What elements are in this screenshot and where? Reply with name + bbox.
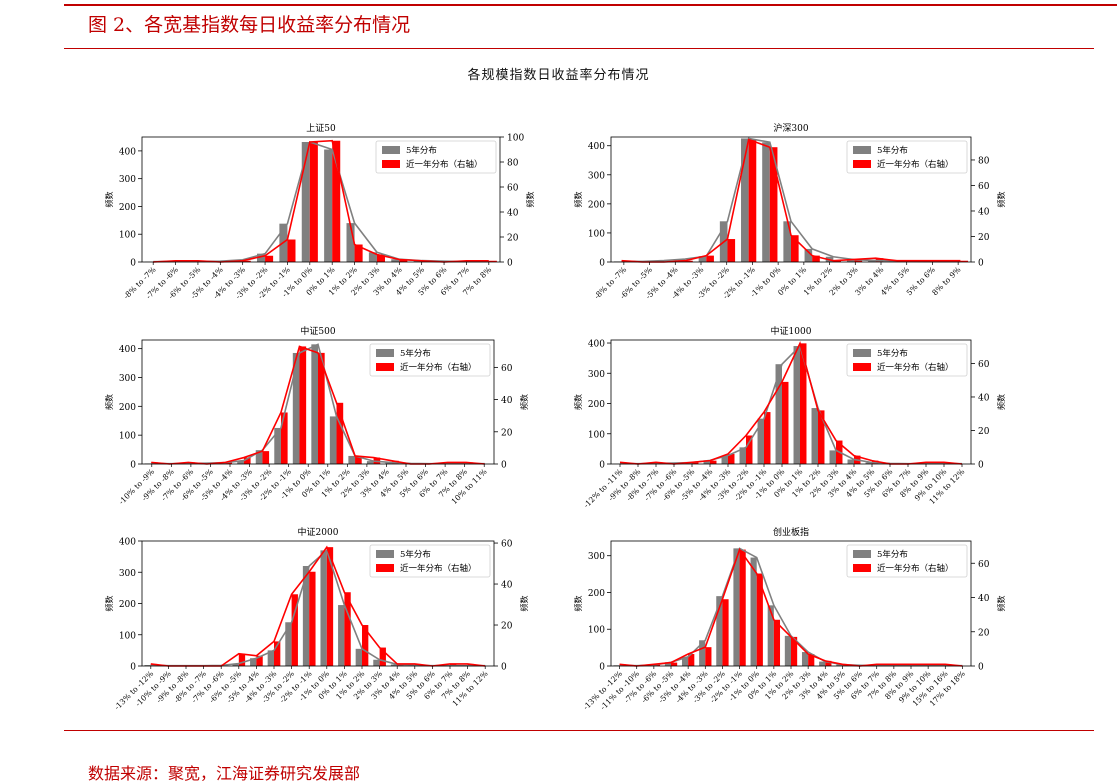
bar-recent-year xyxy=(722,599,728,666)
y-tick-label: 100 xyxy=(588,626,605,636)
y-tick-label: 300 xyxy=(588,552,605,562)
legend-swatch-five-year xyxy=(853,550,871,558)
footer-rule xyxy=(64,730,1094,731)
bar-five-year xyxy=(785,636,791,666)
bar-recent-year xyxy=(705,647,711,666)
y2-tick-label: 40 xyxy=(978,594,990,604)
legend-swatch-recent-year xyxy=(853,564,871,572)
bar-five-year xyxy=(751,558,757,666)
y-tick-label: 0 xyxy=(599,663,605,673)
y2-tick-label: 20 xyxy=(978,628,990,638)
bar-recent-year xyxy=(740,550,746,666)
y-axis-label: 频数 xyxy=(573,596,583,612)
chart-title: 创业板指 xyxy=(773,526,809,538)
bar-recent-year xyxy=(774,620,780,666)
legend-label-five-year: 5年分布 xyxy=(877,549,908,560)
bar-five-year xyxy=(768,605,774,666)
data-source: 数据来源：聚宽，江海证券研究发展部 xyxy=(88,760,360,784)
bar-five-year xyxy=(819,662,825,666)
y2-axis-label: 频数 xyxy=(996,596,1006,612)
bar-recent-year xyxy=(671,663,677,666)
legend-label-recent-year: 近一年分布（右轴） xyxy=(877,563,954,574)
y2-tick-label: 60 xyxy=(978,560,990,570)
y-tick-label: 200 xyxy=(588,589,605,599)
y2-tick-label: 0 xyxy=(978,663,984,673)
